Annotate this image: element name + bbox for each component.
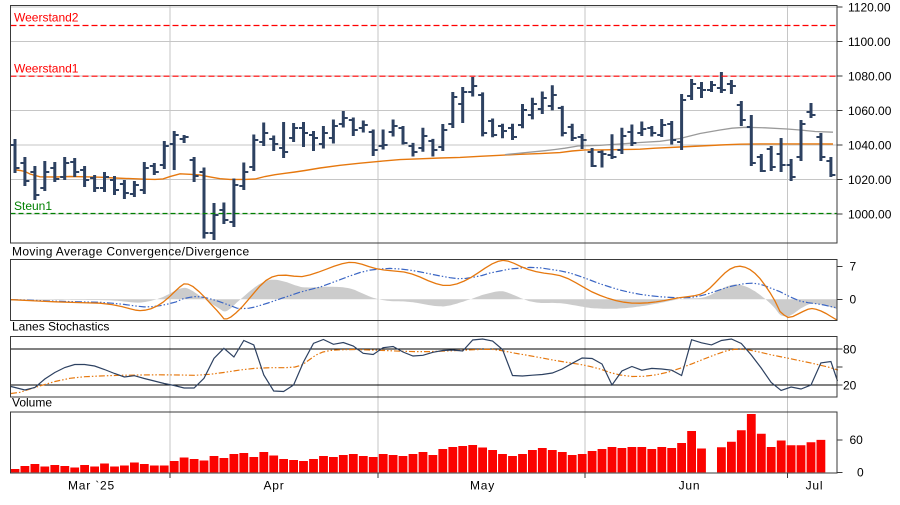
svg-text:1100.00: 1100.00	[848, 35, 891, 49]
svg-text:80: 80	[843, 342, 857, 356]
svg-text:1020.00: 1020.00	[848, 173, 892, 187]
svg-text:1120.00: 1120.00	[848, 0, 891, 14]
svg-text:Apr: Apr	[263, 479, 284, 493]
svg-text:1000.00: 1000.00	[848, 207, 892, 221]
svg-text:1040.00: 1040.00	[848, 138, 892, 152]
svg-text:60: 60	[850, 433, 864, 447]
svg-text:Weerstand1: Weerstand1	[14, 62, 79, 76]
svg-text:1060.00: 1060.00	[848, 104, 892, 118]
svg-text:1080.00: 1080.00	[848, 69, 892, 83]
svg-text:Moving Average Convergence/Div: Moving Average Convergence/Divergence	[12, 245, 250, 259]
svg-text:Jun: Jun	[679, 479, 701, 493]
svg-text:Volume: Volume	[12, 396, 52, 410]
svg-text:Lanes Stochastics: Lanes Stochastics	[12, 320, 109, 334]
svg-text:20: 20	[843, 378, 857, 392]
svg-text:May: May	[470, 479, 495, 493]
svg-text:0: 0	[850, 293, 857, 307]
svg-text:Jul: Jul	[806, 479, 824, 493]
svg-text:Weerstand2: Weerstand2	[14, 11, 79, 25]
svg-text:7: 7	[850, 260, 857, 274]
svg-text:Steun1: Steun1	[14, 199, 52, 213]
svg-text:Mar `25: Mar `25	[68, 479, 115, 493]
svg-text:0: 0	[857, 466, 864, 480]
